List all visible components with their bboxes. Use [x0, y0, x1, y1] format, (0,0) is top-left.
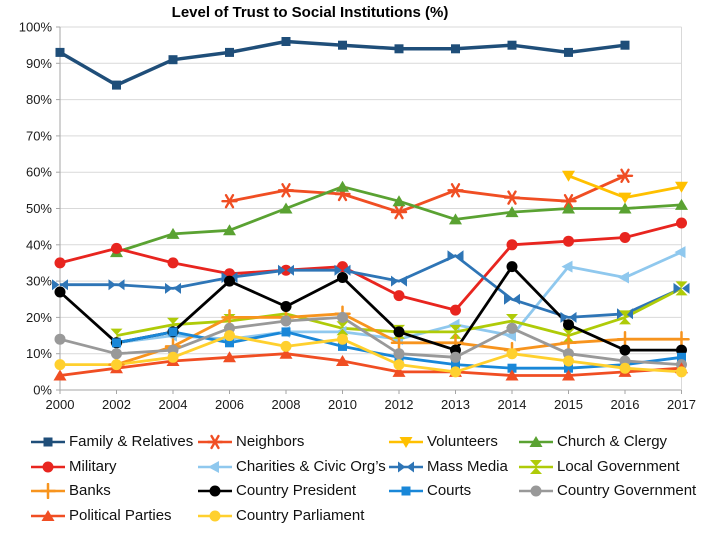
svg-text:2016: 2016	[611, 397, 640, 412]
svg-text:2000: 2000	[46, 397, 75, 412]
legend-item-label: Country Government	[557, 482, 697, 499]
legend-item-label: Mass Media	[427, 457, 508, 475]
legend-item-label: Country President	[236, 482, 357, 499]
svg-text:80%: 80%	[26, 92, 52, 107]
legend-item-label: Political Parties	[69, 506, 172, 524]
legend-item-label: Family & Relatives	[69, 433, 194, 450]
svg-text:2014: 2014	[498, 397, 527, 412]
svg-text:2004: 2004	[159, 397, 188, 412]
legend-item-label: Courts	[427, 482, 472, 499]
svg-text:90%: 90%	[26, 56, 52, 71]
legend-item: Charities & Civic Org’s	[197, 458, 386, 476]
legend-marker-icon	[198, 434, 232, 450]
legend-marker-icon	[389, 437, 423, 448]
legend-item: Church & Clergy	[518, 433, 667, 451]
legend-marker-icon	[519, 436, 553, 447]
svg-text:2010: 2010	[328, 397, 357, 412]
legend-marker-icon	[198, 460, 232, 473]
legend-item: Volunteers	[388, 433, 498, 451]
line-chart: 0% 10% 20% 30% 40% 50% 60% 70% 80% 90% 100% 2000 200…	[19, 20, 696, 413]
svg-text:40%: 40%	[26, 237, 52, 252]
chart-title: Level of Trust to Social Institutions (%…	[171, 4, 449, 21]
legend-marker-icon	[519, 459, 553, 474]
svg-text:60%: 60%	[26, 165, 52, 180]
svg-text:2015: 2015	[554, 397, 583, 412]
legend-marker-icon	[31, 509, 65, 521]
svg-text:20%: 20%	[26, 310, 52, 325]
legend-item: Neighbors	[197, 433, 304, 451]
svg-text:50%: 50%	[26, 201, 52, 216]
legend-item: Country Parliament	[197, 507, 364, 525]
legend-marker-icon	[31, 483, 65, 499]
svg-text:2008: 2008	[272, 397, 301, 412]
legend-marker-icon	[389, 486, 423, 496]
legend-marker-icon	[389, 461, 423, 472]
legend-item: Banks	[30, 482, 111, 500]
legend-marker-icon	[519, 485, 553, 497]
legend-item: Country Government	[518, 482, 696, 500]
legend-item-label: Charities & Civic Org’s	[236, 457, 386, 475]
legend-item-label: Military	[69, 457, 117, 475]
svg-text:2017: 2017	[667, 397, 696, 412]
legend-item: Political Parties	[30, 507, 172, 525]
legend-marker-icon	[31, 437, 65, 447]
legend-item-label: Church & Clergy	[557, 433, 668, 450]
legend-marker-icon	[198, 510, 232, 521]
svg-text:70%: 70%	[26, 128, 52, 143]
svg-text:2006: 2006	[215, 397, 244, 412]
legend-item: Courts	[388, 482, 471, 500]
legend-item: Family & Relatives	[30, 433, 193, 451]
legend-item: Military	[30, 458, 117, 476]
legend-item-label: Volunteers	[427, 433, 498, 450]
svg-text:30%: 30%	[26, 274, 52, 289]
svg-text:10%: 10%	[26, 346, 52, 361]
legend-item: Country President	[197, 482, 356, 500]
legend-item: Local Government	[518, 458, 680, 476]
legend-item-label: Neighbors	[236, 433, 305, 450]
svg-text:100%: 100%	[19, 20, 53, 35]
legend-marker-icon	[31, 461, 65, 472]
legend-item-label: Country Parliament	[236, 506, 365, 524]
legend-item-label: Local Government	[557, 457, 680, 475]
legend-item-label: Banks	[69, 482, 111, 499]
svg-text:0%: 0%	[33, 383, 52, 398]
svg-text:2013: 2013	[441, 397, 470, 412]
legend-marker-icon	[198, 485, 232, 497]
svg-text:2002: 2002	[102, 397, 131, 412]
svg-text:2012: 2012	[385, 397, 414, 412]
legend-item: Mass Media	[388, 458, 508, 476]
